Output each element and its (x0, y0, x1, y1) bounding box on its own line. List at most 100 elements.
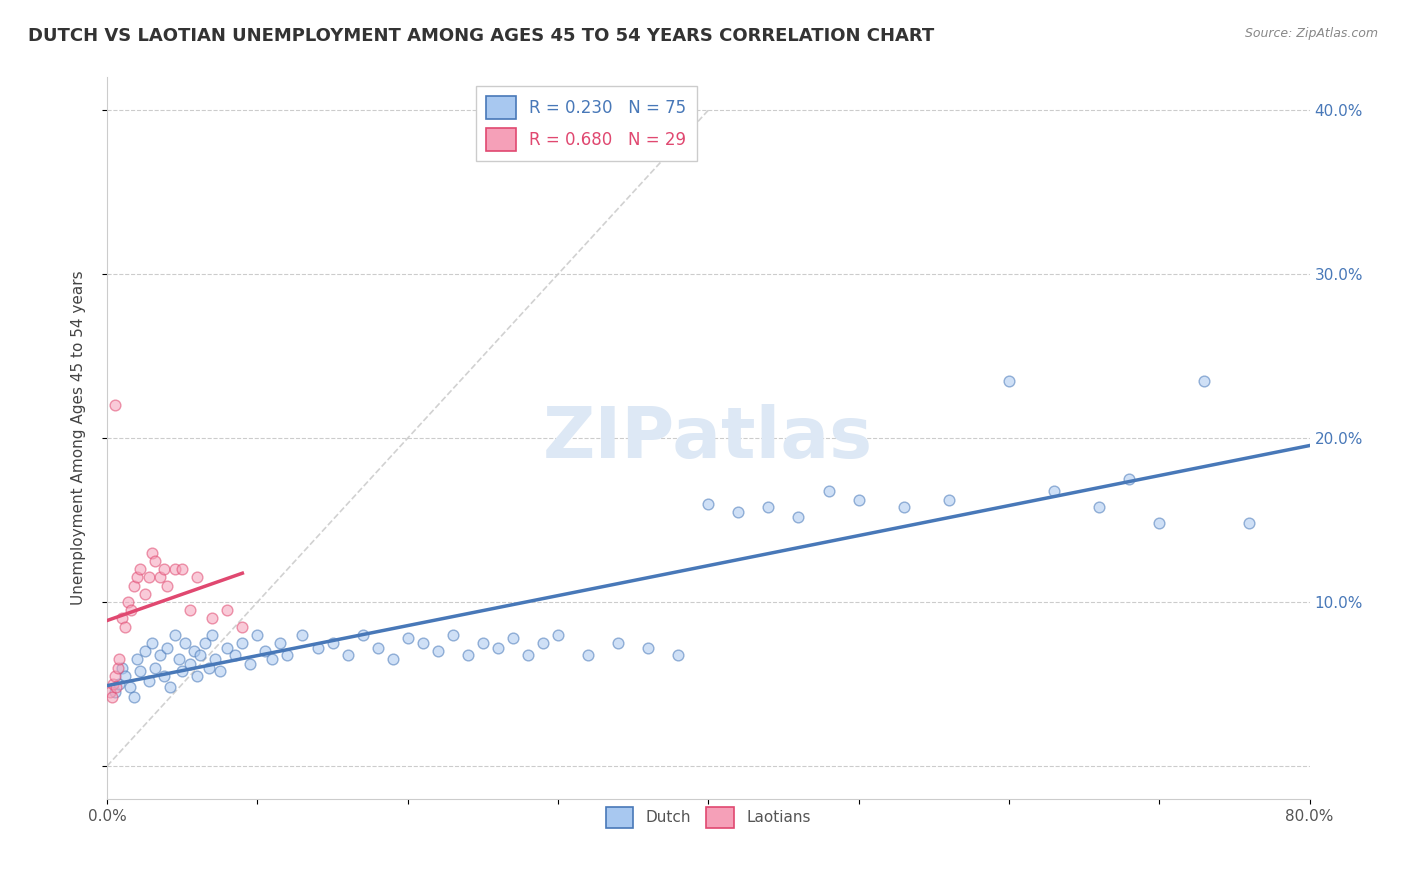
Point (114, 620, 136, 634)
Point (129, 664, 152, 678)
Point (141, 636, 163, 650)
Point (134, 644, 156, 658)
Point (143, 554, 166, 568)
Point (253, 644, 276, 658)
Point (262, 652, 284, 666)
Point (307, 640, 329, 655)
Point (607, 636, 630, 650)
Point (156, 579, 179, 593)
Point (246, 628, 269, 642)
Point (138, 673, 160, 688)
Point (291, 628, 314, 642)
Point (122, 579, 145, 593)
Text: Source: ZipAtlas.com: Source: ZipAtlas.com (1244, 27, 1378, 40)
Point (179, 657, 201, 672)
Point (108, 677, 131, 691)
Point (105, 681, 128, 695)
Point (396, 631, 419, 645)
Point (149, 570, 172, 584)
Point (938, 493, 960, 508)
Point (153, 669, 176, 683)
Point (127, 570, 149, 584)
Point (194, 636, 217, 650)
Point (276, 648, 298, 662)
Point (758, 500, 780, 514)
Point (183, 644, 205, 658)
Point (697, 497, 720, 511)
Point (118, 681, 141, 695)
Point (787, 509, 810, 524)
Y-axis label: Unemployment Among Ages 45 to 54 years: Unemployment Among Ages 45 to 54 years (72, 271, 86, 606)
Point (159, 681, 181, 695)
Point (208, 664, 231, 678)
Point (149, 648, 172, 662)
Point (998, 374, 1021, 388)
Point (179, 603, 201, 617)
Point (100, 690, 122, 705)
Point (217, 603, 239, 617)
Point (172, 664, 194, 678)
Point (637, 640, 659, 655)
Text: DUTCH VS LAOTIAN UNEMPLOYMENT AMONG AGES 45 TO 54 YEARS CORRELATION CHART: DUTCH VS LAOTIAN UNEMPLOYMENT AMONG AGES… (28, 27, 935, 45)
Point (111, 661, 134, 675)
Point (1194, 374, 1216, 388)
Point (1239, 516, 1261, 531)
Point (101, 677, 124, 691)
Point (336, 648, 359, 662)
Point (457, 648, 479, 662)
Point (441, 628, 464, 642)
Point (156, 640, 179, 655)
Point (231, 620, 253, 634)
Legend: Dutch, Laotians: Dutch, Laotians (600, 801, 817, 835)
Point (188, 648, 211, 662)
Point (322, 636, 344, 650)
Point (381, 652, 404, 666)
Point (167, 652, 190, 666)
Point (412, 636, 434, 650)
Point (1118, 472, 1140, 486)
Point (103, 685, 125, 699)
Point (186, 570, 208, 584)
Point (516, 648, 538, 662)
Point (204, 652, 226, 666)
Point (107, 661, 129, 675)
Point (141, 546, 163, 560)
Point (1088, 500, 1111, 514)
Point (174, 636, 197, 650)
Point (848, 493, 870, 508)
Point (576, 648, 599, 662)
Point (239, 657, 262, 672)
Point (502, 631, 524, 645)
Point (201, 628, 224, 642)
Point (153, 562, 176, 576)
Point (1043, 483, 1066, 498)
Point (111, 611, 134, 625)
Point (163, 628, 186, 642)
Point (108, 652, 131, 666)
Point (122, 690, 145, 705)
Point (103, 669, 125, 683)
Text: ZIPatlas: ZIPatlas (543, 404, 873, 473)
Point (224, 648, 246, 662)
Point (127, 652, 149, 666)
Point (201, 611, 224, 625)
Point (103, 398, 125, 412)
Point (217, 640, 239, 655)
Point (1147, 516, 1170, 531)
Point (817, 483, 839, 498)
Point (134, 587, 156, 601)
Point (666, 648, 689, 662)
Point (471, 636, 494, 650)
Point (547, 628, 569, 642)
Point (727, 505, 749, 519)
Point (120, 603, 142, 617)
Point (269, 636, 291, 650)
Point (198, 661, 221, 675)
Point (231, 636, 253, 650)
Point (143, 661, 166, 675)
Point (352, 628, 374, 642)
Point (172, 562, 194, 576)
Point (114, 669, 136, 683)
Point (486, 640, 509, 655)
Point (893, 500, 915, 514)
